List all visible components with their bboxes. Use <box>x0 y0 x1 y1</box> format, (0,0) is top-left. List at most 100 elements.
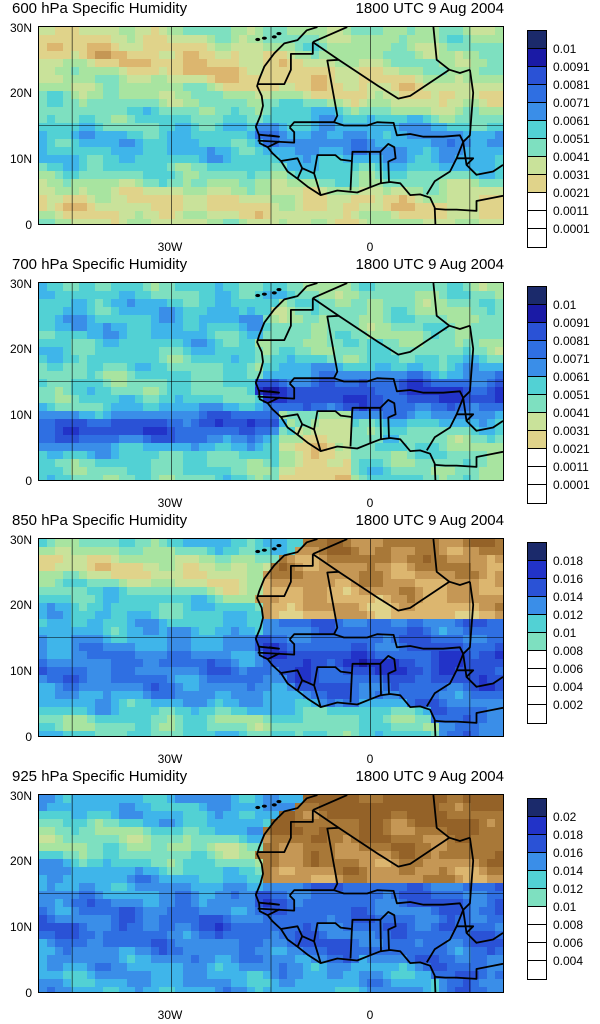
field-cell <box>359 475 368 480</box>
field-cell <box>95 283 104 292</box>
field-cell <box>207 835 216 844</box>
field-cell <box>175 339 184 348</box>
field-cell <box>399 147 408 156</box>
field-cell <box>407 83 416 92</box>
field-cell <box>239 43 248 52</box>
field-cell <box>415 291 424 300</box>
field-cell <box>191 323 200 332</box>
humidity-field <box>39 539 503 736</box>
field-cell <box>215 459 224 468</box>
field-cell <box>239 355 248 364</box>
field-cell <box>351 571 360 580</box>
field-cell <box>55 43 64 52</box>
field-cell <box>367 643 376 652</box>
field-cell <box>183 835 192 844</box>
field-cell <box>159 691 168 700</box>
field-cell <box>87 59 96 68</box>
field-cell <box>487 443 496 452</box>
field-cell <box>63 419 72 428</box>
field-cell <box>159 91 168 100</box>
field-cell <box>359 419 368 428</box>
field-cell <box>223 307 232 316</box>
field-cell <box>295 819 304 828</box>
field-cell <box>119 443 128 452</box>
field-cell <box>367 51 376 60</box>
field-cell <box>39 715 48 724</box>
field-cell <box>215 539 224 548</box>
field-cell <box>159 299 168 308</box>
field-cell <box>63 707 72 716</box>
field-cell <box>39 59 48 68</box>
field-cell <box>223 451 232 460</box>
field-cell <box>39 27 48 36</box>
field-cell <box>407 395 416 404</box>
field-cell <box>295 595 304 604</box>
field-cell <box>407 683 416 692</box>
field-cell <box>143 619 152 628</box>
field-cell <box>199 187 208 196</box>
field-cell <box>111 395 120 404</box>
field-cell <box>247 195 256 204</box>
field-cell <box>55 691 64 700</box>
field-cell <box>175 355 184 364</box>
field-cell <box>383 811 392 820</box>
field-cell <box>87 547 96 556</box>
field-cell <box>303 651 312 660</box>
field-cell <box>111 355 120 364</box>
field-cell <box>279 467 288 476</box>
field-cell <box>231 579 240 588</box>
field-cell <box>295 395 304 404</box>
field-cell <box>183 707 192 716</box>
field-cell <box>311 203 320 212</box>
field-cell <box>375 171 384 180</box>
field-cell <box>263 363 272 372</box>
field-cell <box>47 379 56 388</box>
field-cell <box>327 219 336 224</box>
field-cell <box>79 691 88 700</box>
field-cell <box>439 555 448 564</box>
field-cell <box>343 331 352 340</box>
field-cell <box>471 179 480 188</box>
field-cell <box>279 395 288 404</box>
field-cell <box>255 59 264 68</box>
field-cell <box>479 131 488 140</box>
field-cell <box>183 827 192 836</box>
field-cell <box>311 395 320 404</box>
field-cell <box>279 307 288 316</box>
field-cell <box>479 331 488 340</box>
field-cell <box>79 459 88 468</box>
field-cell <box>479 395 488 404</box>
field-cell <box>471 699 480 708</box>
field-cell <box>383 355 392 364</box>
field-cell <box>319 219 328 224</box>
field-cell <box>303 123 312 132</box>
field-cell <box>199 91 208 100</box>
field-cell <box>423 459 432 468</box>
field-cell <box>407 43 416 52</box>
field-cell <box>367 731 376 736</box>
field-cell <box>111 843 120 852</box>
field-cell <box>103 43 112 52</box>
field-cell <box>375 611 384 620</box>
field-cell <box>167 147 176 156</box>
field-cell <box>63 323 72 332</box>
field-cell <box>95 595 104 604</box>
field-cell <box>63 203 72 212</box>
field-cell <box>199 435 208 444</box>
country-border <box>380 152 381 184</box>
field-cell <box>311 459 320 468</box>
field-cell <box>303 835 312 844</box>
field-cell <box>431 339 440 348</box>
field-cell <box>487 571 496 580</box>
field-cell <box>175 603 184 612</box>
field-cell <box>479 387 488 396</box>
field-cell <box>151 547 160 556</box>
island <box>272 291 277 294</box>
field-cell <box>335 387 344 396</box>
field-cell <box>95 635 104 644</box>
field-cell <box>191 371 200 380</box>
field-cell <box>119 283 128 292</box>
field-cell <box>247 203 256 212</box>
colorbar-swatch <box>528 687 546 705</box>
colorbar-swatch <box>528 31 546 49</box>
